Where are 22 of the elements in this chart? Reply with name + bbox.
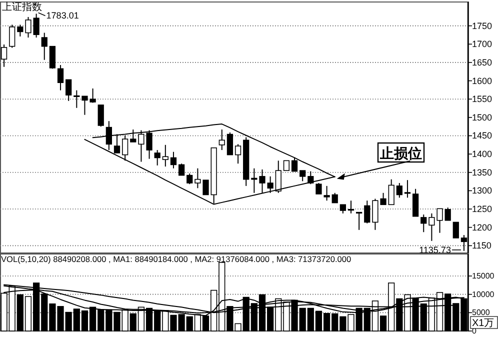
y-tick-label: 1450 [472,130,492,141]
y-tick-label: 1300 [472,186,492,196]
y-tick-label: 1400 [472,149,492,160]
y-tick-label: 1650 [472,57,492,68]
y-tick-label: 1750 [472,20,492,31]
y-tick-label: 1350 [472,167,492,178]
annotation: 止损位 [379,145,422,161]
y-tick-label: 1600 [472,76,492,86]
y-tick-label: 5000 [472,308,490,318]
y-tick-label: 15000 [472,272,495,280]
y-tick-label: 1200 [472,222,492,232]
y-tick-label: 1250 [472,204,492,214]
y-tick-label: 1700 [472,39,492,50]
y-tick-label: 10000 [472,290,495,299]
y-tick-label: 1500 [472,112,492,122]
annotation: 1783.01 [46,10,79,21]
annotation: 1135.73 [419,244,451,255]
y-axis-title: X1万 [472,318,494,329]
y-tick-label: 1150 [472,240,492,251]
annotation: VOL(5,10,20) 88490208.000 , MA1: 88490184.000 , MA2: 91376084.000 , MA3: 71373720.000 [1,254,352,264]
chart-title: 上证指数 [2,1,42,13]
y-tick-label: 1550 [472,94,492,104]
